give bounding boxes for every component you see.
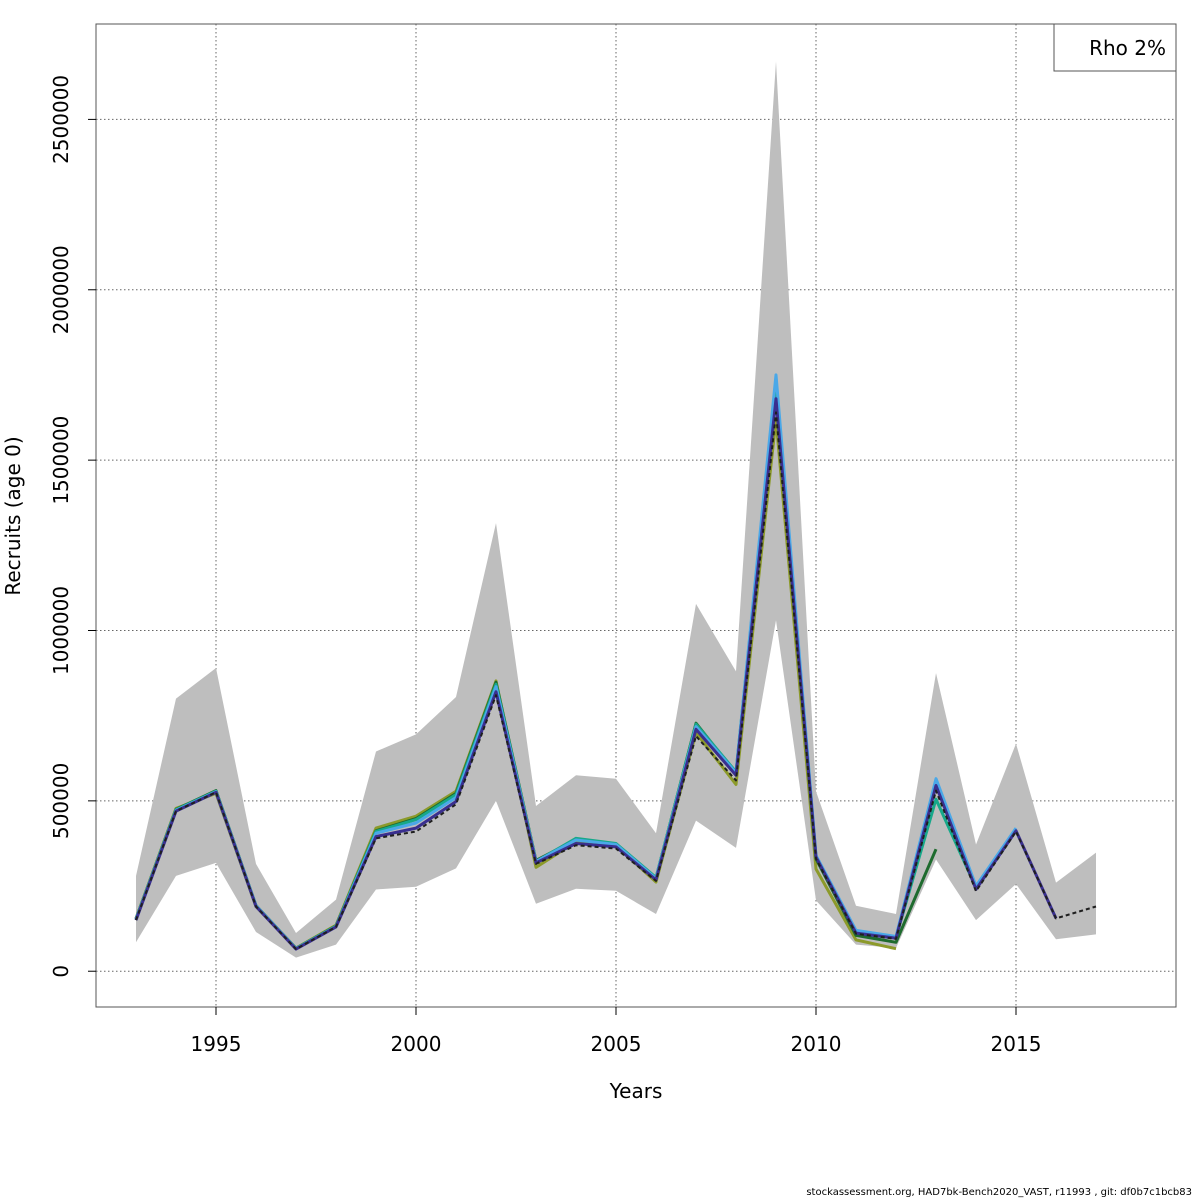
y-axis-ticks: 0 500000 1000000 1500000 2000000 2500000 — [49, 75, 96, 978]
footer-credit: stockassessment.org, HAD7bk-Bench2020_VA… — [806, 1187, 1192, 1198]
y-tick-label: 500000 — [49, 763, 73, 839]
y-tick-label: 1500000 — [49, 416, 73, 505]
series-line — [135, 411, 1097, 951]
y-axis-title: Recruits (age 0) — [1, 436, 25, 595]
legend-box — [1053, 23, 1177, 72]
x-tick-label: 2000 — [391, 1032, 442, 1056]
x-axis-ticks: 1995 2000 2005 2010 2015 — [191, 1007, 1042, 1056]
x-tick-label: 2015 — [991, 1032, 1042, 1056]
y-tick-label: 0 — [49, 965, 73, 978]
x-tick-label: 2005 — [591, 1032, 642, 1056]
y-tick-label: 2000000 — [49, 245, 73, 334]
x-tick-label: 2010 — [791, 1032, 842, 1056]
grid-lines — [96, 24, 1176, 1007]
confidence-band — [136, 61, 1096, 958]
legend-label: Rho 2% — [1089, 36, 1166, 60]
y-tick-label: 2500000 — [49, 75, 73, 164]
legend: Rho 2% — [1053, 23, 1177, 72]
y-tick-label: 1000000 — [49, 586, 73, 675]
confidence-ribbon — [136, 61, 1096, 958]
x-axis-title: Years — [609, 1079, 663, 1103]
x-tick-label: 1995 — [191, 1032, 242, 1056]
plot-frame — [95, 23, 1177, 1008]
series-lines — [134, 373, 1097, 951]
